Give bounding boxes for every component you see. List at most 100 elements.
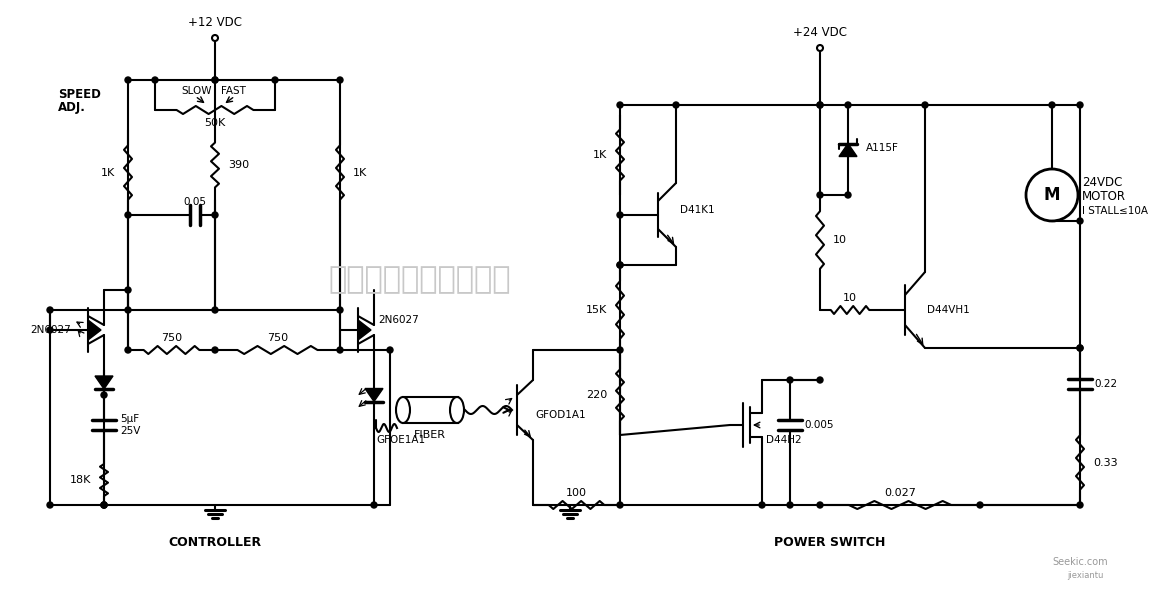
Text: 220: 220 (585, 390, 606, 400)
Text: 0.05: 0.05 (184, 197, 206, 207)
Text: 750: 750 (161, 333, 182, 343)
Text: 100: 100 (566, 488, 587, 498)
Circle shape (152, 77, 158, 83)
Circle shape (1077, 345, 1083, 351)
Circle shape (922, 102, 928, 108)
Polygon shape (95, 376, 113, 389)
Bar (403, 397, 457, 423)
Circle shape (1049, 102, 1055, 108)
Circle shape (386, 347, 393, 353)
Ellipse shape (396, 397, 410, 423)
Text: CONTROLLER: CONTROLLER (169, 536, 262, 549)
Circle shape (617, 262, 623, 268)
Text: MOTOR: MOTOR (1083, 189, 1126, 202)
Text: 杭州将睬科技有限公司: 杭州将睬科技有限公司 (328, 266, 511, 294)
Text: 0.22: 0.22 (1094, 379, 1117, 389)
Text: FAST: FAST (220, 86, 246, 96)
Circle shape (617, 102, 623, 108)
Circle shape (125, 347, 132, 353)
Circle shape (977, 502, 984, 508)
Text: 0.005: 0.005 (804, 420, 833, 430)
Text: D41K1: D41K1 (680, 205, 715, 215)
Circle shape (371, 502, 377, 508)
Circle shape (212, 77, 218, 83)
Circle shape (673, 102, 679, 108)
Text: 5μF
25V: 5μF 25V (120, 414, 141, 436)
Circle shape (212, 212, 218, 218)
Text: 10: 10 (843, 293, 857, 303)
Text: POWER SWITCH: POWER SWITCH (774, 536, 886, 549)
Text: 18K: 18K (70, 475, 91, 485)
Circle shape (47, 502, 54, 508)
Text: 1K: 1K (101, 168, 115, 178)
Circle shape (338, 77, 343, 83)
Text: 0.33: 0.33 (1093, 457, 1117, 467)
Text: 24VDC: 24VDC (1083, 176, 1122, 189)
Text: 2N6027: 2N6027 (30, 325, 71, 335)
Text: +12 VDC: +12 VDC (189, 15, 242, 28)
Circle shape (1077, 502, 1083, 508)
Circle shape (212, 307, 218, 313)
Text: A115F: A115F (866, 143, 899, 153)
Text: 2N6027: 2N6027 (378, 315, 419, 325)
Circle shape (47, 307, 54, 313)
Text: I STALL≤10A: I STALL≤10A (1083, 206, 1148, 216)
Polygon shape (365, 388, 383, 402)
Circle shape (817, 192, 823, 198)
Text: SLOW: SLOW (182, 86, 212, 96)
Text: D44VH1: D44VH1 (927, 305, 970, 315)
Circle shape (212, 77, 218, 83)
Circle shape (125, 77, 132, 83)
Circle shape (617, 347, 623, 353)
Text: 1K: 1K (353, 168, 368, 178)
Circle shape (817, 377, 823, 383)
Circle shape (212, 347, 218, 353)
Text: D44H2: D44H2 (766, 435, 802, 445)
Text: jiexiantu: jiexiantu (1067, 572, 1103, 581)
Circle shape (125, 287, 132, 293)
Circle shape (817, 102, 823, 108)
Circle shape (617, 502, 623, 508)
Text: 50K: 50K (205, 118, 226, 128)
Circle shape (338, 347, 343, 353)
Circle shape (125, 307, 132, 313)
Text: Seekic.com: Seekic.com (1052, 557, 1108, 567)
Text: FIBER: FIBER (414, 430, 446, 440)
Circle shape (101, 502, 107, 508)
Circle shape (47, 327, 54, 333)
Text: GFOD1A1: GFOD1A1 (535, 410, 585, 420)
Text: SPEED: SPEED (58, 88, 101, 101)
Text: GFOE1A1: GFOE1A1 (376, 435, 425, 445)
Polygon shape (359, 320, 371, 340)
Text: +24 VDC: +24 VDC (793, 25, 847, 38)
Text: 1K: 1K (592, 150, 606, 160)
Circle shape (759, 502, 765, 508)
Polygon shape (839, 143, 857, 156)
Text: ADJ.: ADJ. (58, 101, 86, 114)
Circle shape (1077, 102, 1083, 108)
Circle shape (817, 102, 823, 108)
Text: M: M (1044, 186, 1060, 204)
Polygon shape (88, 320, 101, 340)
Text: 10: 10 (833, 235, 847, 245)
Circle shape (1077, 218, 1083, 224)
Circle shape (845, 192, 851, 198)
Circle shape (617, 212, 623, 218)
Text: 750: 750 (267, 333, 288, 343)
Circle shape (101, 392, 107, 398)
Text: 0.027: 0.027 (885, 488, 916, 498)
Circle shape (101, 502, 107, 508)
Text: 390: 390 (228, 160, 249, 170)
Circle shape (617, 262, 623, 268)
Circle shape (787, 502, 793, 508)
Circle shape (787, 377, 793, 383)
Ellipse shape (450, 397, 464, 423)
Circle shape (272, 77, 278, 83)
Circle shape (338, 307, 343, 313)
Text: 15K: 15K (585, 305, 606, 315)
Circle shape (125, 212, 132, 218)
Circle shape (817, 502, 823, 508)
Circle shape (845, 102, 851, 108)
Circle shape (101, 502, 107, 508)
Circle shape (1077, 345, 1083, 351)
